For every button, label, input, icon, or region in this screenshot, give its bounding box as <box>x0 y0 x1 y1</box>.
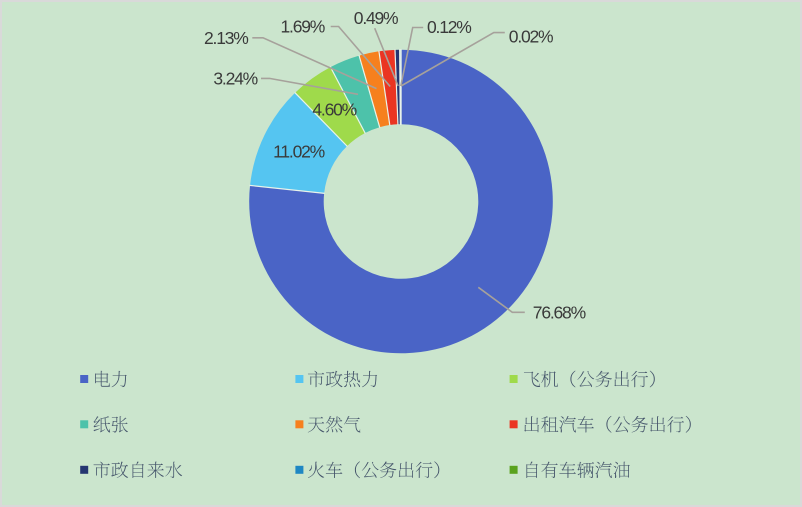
svg-text:4.60%: 4.60% <box>312 100 356 120</box>
svg-text:0.49%: 0.49% <box>354 8 398 28</box>
svg-text:2.13%: 2.13% <box>204 28 248 48</box>
svg-text:1.69%: 1.69% <box>281 17 325 37</box>
svg-text:0.02%: 0.02% <box>509 26 553 46</box>
svg-text:76.68%: 76.68% <box>533 303 586 323</box>
svg-text:3.24%: 3.24% <box>213 69 257 89</box>
svg-text:11.02%: 11.02% <box>273 142 324 162</box>
svg-text:0.12%: 0.12% <box>427 17 471 37</box>
